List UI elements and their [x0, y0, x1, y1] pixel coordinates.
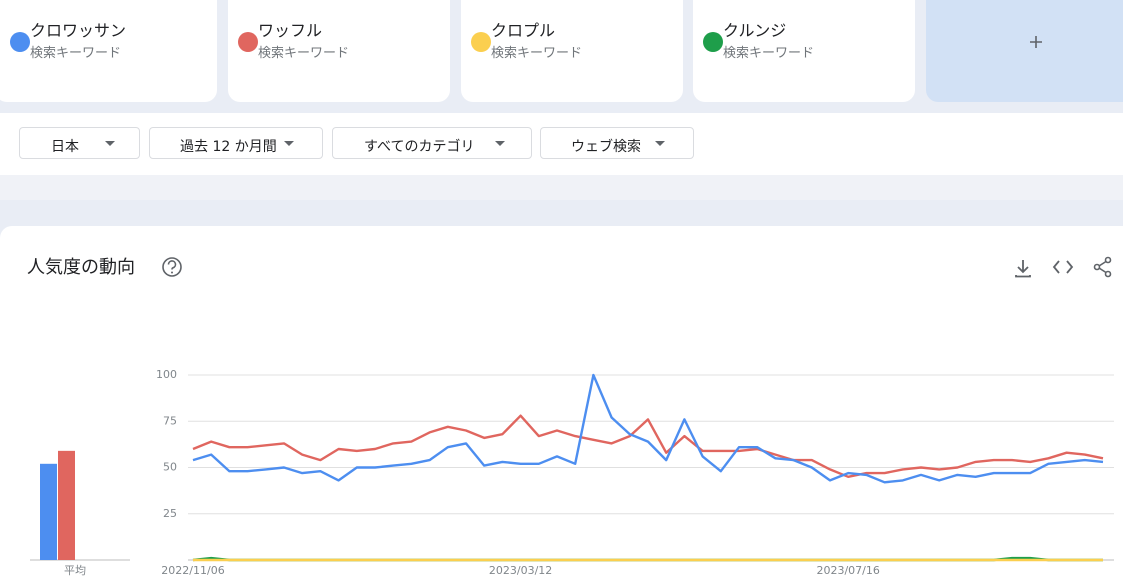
term-subtitle: 検索キーワード — [491, 46, 583, 61]
chart-title: 人気度の動向 — [27, 257, 135, 278]
term-color-dot — [10, 32, 30, 52]
x-tick-label: 2023/03/12 — [489, 564, 552, 577]
term-color-dot — [703, 32, 723, 52]
filter-dropdown[interactable]: 日本 — [19, 127, 140, 159]
term-subtitle: 検索キーワード — [30, 46, 122, 61]
filter-bar: 日本 過去 12 か月間 すべてのカテゴリ ウェブ検索 — [0, 113, 1123, 175]
filter-dropdown[interactable]: すべてのカテゴリ — [332, 127, 532, 159]
filter-label: すべてのカテゴリ — [364, 139, 475, 155]
spacer — [0, 175, 1123, 200]
chart: 人気度の動向 25 50 75 100 2022/11/06 2023/03/12 2023… — [27, 256, 1114, 577]
series-line — [192, 373, 1104, 484]
average-label: 平均 — [64, 563, 86, 577]
series-line — [192, 414, 1104, 478]
filter-label: 過去 12 か月間 — [180, 139, 277, 155]
y-tick-label: 75 — [163, 414, 177, 427]
term-subtitle: 検索キーワード — [258, 46, 350, 61]
average-bar — [58, 450, 75, 560]
dropdown-arrow — [284, 141, 294, 146]
term-name: ワッフル — [258, 21, 323, 40]
term-name: クルンジ — [723, 21, 787, 40]
dropdown-arrow — [655, 141, 665, 146]
plot: 25 50 75 100 2022/11/06 2023/03/12 2023/07/16 平… — [30, 368, 1114, 577]
term-color-dot — [238, 32, 258, 52]
term-color-dot — [471, 32, 491, 52]
term-card[interactable]: クロワッサン検索キーワード — [0, 0, 217, 102]
download-icon[interactable] — [1015, 260, 1031, 278]
filter-label: ウェブ検索 — [571, 139, 641, 155]
x-tick-label: 2022/11/06 — [161, 564, 224, 577]
help-icon[interactable] — [162, 257, 182, 277]
filter-dropdown[interactable]: ウェブ検索 — [540, 127, 694, 159]
filter-label: 日本 — [51, 139, 79, 155]
dropdown-arrow — [495, 141, 505, 146]
term-card[interactable]: クルンジ検索キーワード — [693, 0, 915, 102]
term-card[interactable]: クロプル検索キーワード — [461, 0, 683, 102]
dropdown-arrow — [105, 141, 115, 146]
y-tick-label: 25 — [163, 507, 177, 520]
share-icon[interactable] — [1093, 256, 1112, 278]
y-tick-label: 50 — [163, 461, 177, 474]
term-name: クロワッサン — [30, 21, 127, 40]
plus-icon — [1030, 36, 1042, 48]
embed-icon[interactable] — [1052, 260, 1074, 274]
filter-dropdown[interactable]: 過去 12 か月間 — [149, 127, 323, 159]
average-bar — [40, 463, 57, 560]
term-name: クロプル — [491, 21, 556, 40]
y-tick-label: 100 — [156, 368, 177, 381]
term-subtitle: 検索キーワード — [723, 46, 815, 61]
x-tick-label: 2023/07/16 — [816, 564, 879, 577]
term-card[interactable]: ワッフル検索キーワード — [228, 0, 450, 102]
trend-panel: 人気度の動向 25 50 75 100 2022/11/06 2023/03/12 2023… — [0, 226, 1123, 585]
add-term-button[interactable] — [926, 0, 1123, 102]
